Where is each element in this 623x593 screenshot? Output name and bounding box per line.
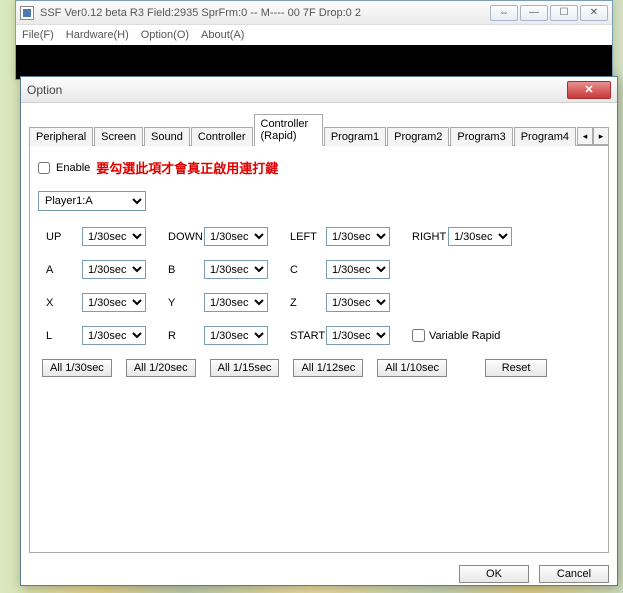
minimize-button[interactable]: —: [520, 5, 548, 21]
enable-label: Enable: [56, 162, 90, 174]
preset-all-1-15sec[interactable]: All 1/15sec: [210, 359, 280, 377]
window-buttons: ⇔ — ☐ ✕: [490, 5, 608, 21]
maximize-button[interactable]: ☐: [550, 5, 578, 21]
tab-screen[interactable]: Screen: [94, 127, 143, 146]
main-titlebar: SSF Ver0.12 beta R3 Field:2935 SprFrm:0 …: [16, 1, 612, 25]
close-button[interactable]: ✕: [580, 5, 608, 21]
button-label-start: START: [290, 330, 326, 342]
tab-program4[interactable]: Program4: [514, 127, 576, 146]
rate-select[interactable]: 1/30sec: [326, 326, 390, 345]
tab-panel-controller-rapid: Enable 要勾選此項才會真正啟用連打鍵 Player1:A UP1/30se…: [29, 146, 609, 553]
rate-select[interactable]: 1/30sec: [82, 260, 146, 279]
rate-select[interactable]: 1/30sec: [82, 227, 146, 246]
rate-select[interactable]: 1/30sec: [204, 227, 268, 246]
dialog-buttons: OK Cancel: [21, 559, 617, 585]
warning-text: 要勾選此項才會真正啟用連打鍵: [96, 158, 278, 177]
button-label-r: R: [168, 330, 204, 342]
button-label-up: UP: [46, 231, 82, 243]
tab-program1[interactable]: Program1: [324, 127, 386, 146]
button-label-l: L: [46, 330, 82, 342]
button-label-b: B: [168, 264, 204, 276]
button-label-c: C: [290, 264, 326, 276]
rate-select[interactable]: 1/30sec: [82, 326, 146, 345]
tab-scroll-right[interactable]: ▸: [593, 127, 609, 145]
tab-peripheral[interactable]: Peripheral: [29, 127, 93, 146]
variable-rapid-checkbox[interactable]: Variable Rapid: [412, 329, 500, 342]
dialog-titlebar: Option ✕: [21, 77, 617, 103]
swap-icon[interactable]: ⇔: [490, 5, 518, 21]
rate-select[interactable]: 1/30sec: [82, 293, 146, 312]
button-label-a: A: [46, 264, 82, 276]
rate-select[interactable]: 1/30sec: [448, 227, 512, 246]
menu-about[interactable]: About(A): [201, 29, 244, 41]
tab-scroll-left[interactable]: ◂: [577, 127, 593, 145]
button-label-z: Z: [290, 297, 326, 309]
rate-select[interactable]: 1/30sec: [326, 293, 390, 312]
preset-all-1-10sec[interactable]: All 1/10sec: [377, 359, 447, 377]
ok-button[interactable]: OK: [459, 565, 529, 583]
button-label-left: LEFT: [290, 231, 326, 243]
app-icon: [20, 6, 34, 20]
menubar: File(F) Hardware(H) Option(O) About(A): [16, 25, 612, 45]
rate-select[interactable]: 1/30sec: [326, 227, 390, 246]
tab-controller[interactable]: Controller: [191, 127, 253, 146]
button-label-y: Y: [168, 297, 204, 309]
reset-button[interactable]: Reset: [485, 359, 547, 377]
preset-all-1-20sec[interactable]: All 1/20sec: [126, 359, 196, 377]
button-label-x: X: [46, 297, 82, 309]
main-window: SSF Ver0.12 beta R3 Field:2935 SprFrm:0 …: [15, 0, 613, 80]
enable-checkbox[interactable]: [38, 162, 50, 174]
dialog-title: Option: [27, 83, 567, 97]
tab-program2[interactable]: Program2: [387, 127, 449, 146]
preset-all-1-30sec[interactable]: All 1/30sec: [42, 359, 112, 377]
menu-option[interactable]: Option(O): [141, 29, 189, 41]
preset-all-1-12sec[interactable]: All 1/12sec: [293, 359, 363, 377]
emulator-viewport: [16, 45, 612, 79]
menu-file[interactable]: File(F): [22, 29, 54, 41]
tab-controller-rapid-[interactable]: Controller (Rapid): [254, 114, 323, 146]
rate-select[interactable]: 1/30sec: [204, 293, 268, 312]
main-title: SSF Ver0.12 beta R3 Field:2935 SprFrm:0 …: [40, 7, 490, 19]
tab-sound[interactable]: Sound: [144, 127, 190, 146]
tab-strip: PeripheralScreenSoundControllerControlle…: [29, 113, 609, 146]
rate-select[interactable]: 1/30sec: [204, 326, 268, 345]
cancel-button[interactable]: Cancel: [539, 565, 609, 583]
menu-hardware[interactable]: Hardware(H): [66, 29, 129, 41]
button-label-down: DOWN: [168, 231, 204, 243]
dialog-close-button[interactable]: ✕: [567, 81, 611, 99]
option-dialog: Option ✕ PeripheralScreenSoundController…: [20, 76, 618, 586]
rate-select[interactable]: 1/30sec: [326, 260, 390, 279]
tab-program3[interactable]: Program3: [450, 127, 512, 146]
button-label-right: RIGHT: [412, 231, 448, 243]
player-select[interactable]: Player1:A: [38, 191, 146, 211]
rate-select[interactable]: 1/30sec: [204, 260, 268, 279]
